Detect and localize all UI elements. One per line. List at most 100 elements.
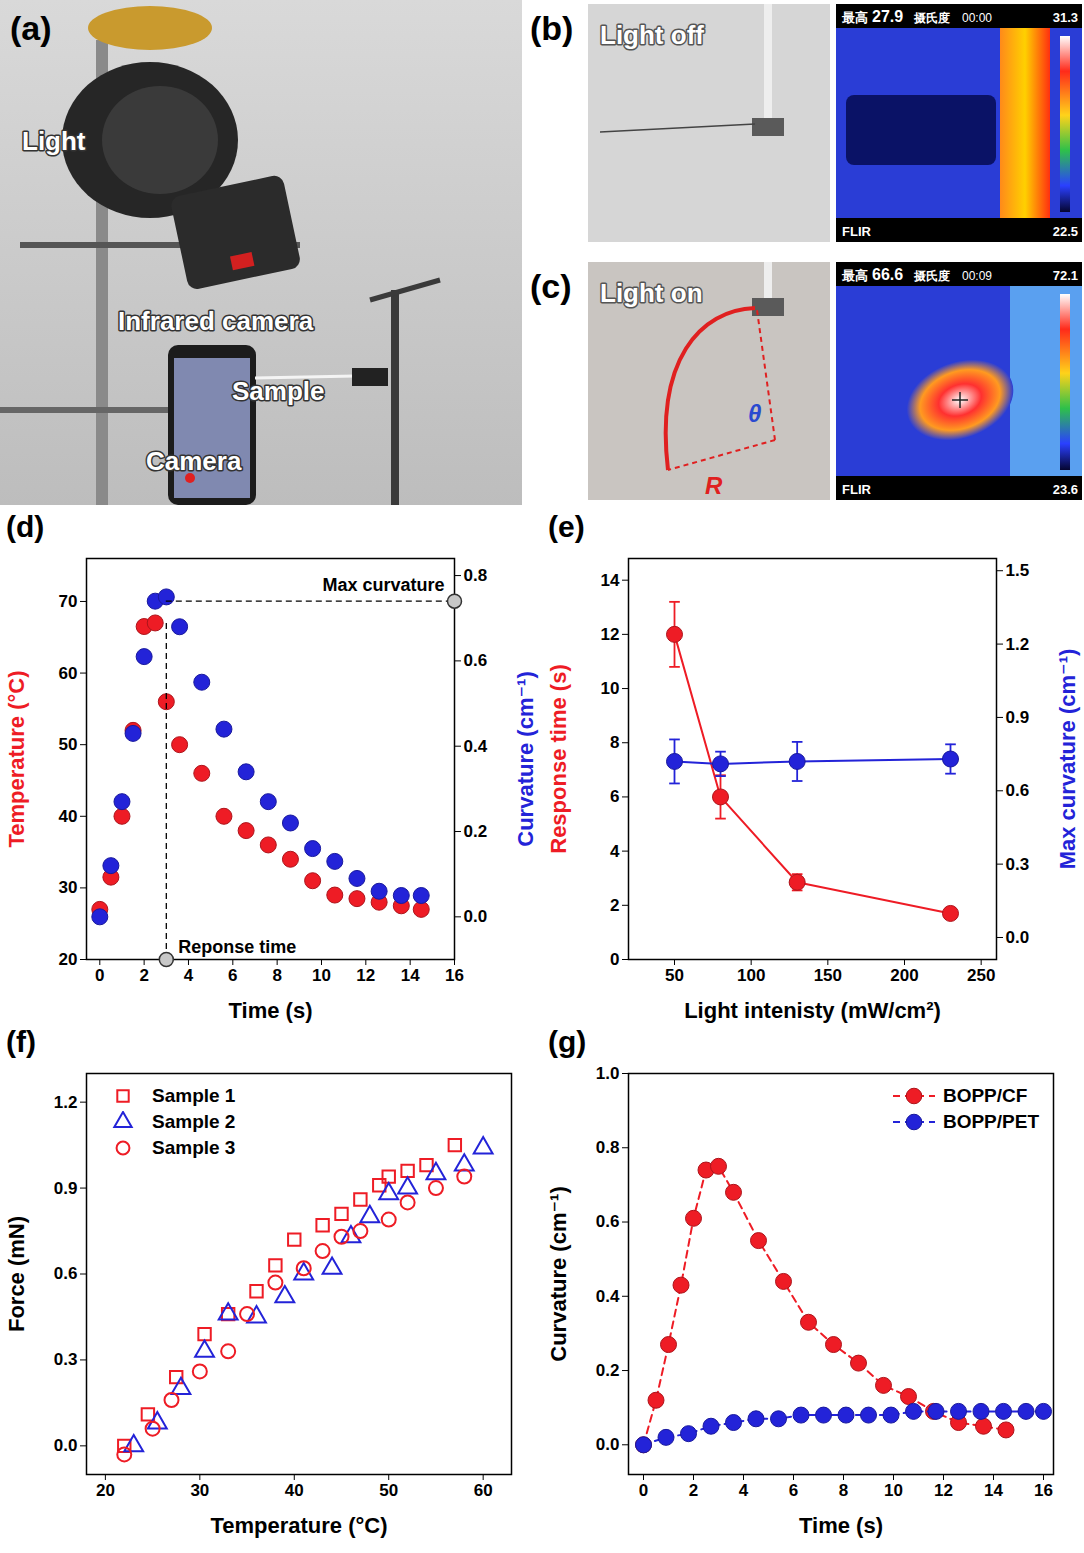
svg-text:Infrared camera: Infrared camera: [118, 306, 314, 336]
svg-text:50: 50: [665, 966, 684, 985]
svg-text:50: 50: [59, 735, 78, 754]
svg-text:0.6: 0.6: [464, 651, 488, 670]
svg-text:0.3: 0.3: [1006, 855, 1030, 874]
svg-text:6: 6: [228, 966, 237, 985]
svg-text:6: 6: [610, 787, 619, 806]
svg-text:150: 150: [814, 966, 842, 985]
svg-text:(b): (b): [530, 9, 573, 47]
svg-text:70: 70: [59, 592, 78, 611]
svg-text:(c): (c): [530, 267, 572, 305]
svg-text:Temperature (°C): Temperature (°C): [210, 1513, 387, 1538]
svg-text:Light off: Light off: [600, 20, 704, 50]
svg-text:0.3: 0.3: [54, 1350, 78, 1369]
svg-text:2: 2: [610, 896, 619, 915]
svg-text:12: 12: [601, 625, 620, 644]
svg-text:(a): (a): [10, 9, 52, 47]
svg-text:72.1: 72.1: [1053, 268, 1078, 283]
svg-text:2: 2: [689, 1481, 698, 1500]
svg-text:40: 40: [285, 1481, 304, 1500]
svg-text:23.6: 23.6: [1053, 482, 1078, 497]
svg-text:1.5: 1.5: [1006, 561, 1030, 580]
svg-text:0: 0: [610, 950, 619, 969]
svg-text:0.6: 0.6: [54, 1264, 78, 1283]
svg-text:12: 12: [356, 966, 375, 985]
svg-text:8: 8: [610, 733, 619, 752]
svg-text:Time (s): Time (s): [229, 998, 313, 1023]
svg-text:8: 8: [839, 1481, 848, 1500]
svg-text:摄氏度: 摄氏度: [913, 11, 950, 25]
svg-text:22.5: 22.5: [1053, 224, 1078, 239]
svg-text:200: 200: [890, 966, 918, 985]
svg-text:0.2: 0.2: [596, 1361, 620, 1380]
svg-text:0.9: 0.9: [54, 1179, 78, 1198]
svg-text:1.2: 1.2: [54, 1093, 78, 1112]
svg-text:Camera: Camera: [146, 446, 242, 476]
svg-text:60: 60: [59, 664, 78, 683]
svg-text:20: 20: [59, 950, 78, 969]
svg-text:摄氏度: 摄氏度: [913, 269, 950, 283]
svg-text:4: 4: [610, 842, 620, 861]
svg-text:0.2: 0.2: [464, 822, 488, 841]
svg-text:Max curvature: Max curvature: [322, 575, 444, 595]
svg-text:Time (s): Time (s): [799, 1513, 883, 1538]
svg-text:0.4: 0.4: [596, 1287, 620, 1306]
svg-text:12: 12: [934, 1481, 953, 1500]
svg-text:FLIR: FLIR: [842, 482, 871, 497]
svg-text:27.9: 27.9: [872, 8, 903, 25]
svg-text:2: 2: [139, 966, 148, 985]
svg-text:6: 6: [789, 1481, 798, 1500]
svg-text:0.0: 0.0: [596, 1435, 620, 1454]
svg-text:Sample: Sample: [232, 376, 325, 406]
svg-text:0: 0: [95, 966, 104, 985]
svg-text:40: 40: [59, 807, 78, 826]
svg-text:20: 20: [96, 1481, 115, 1500]
svg-text:00:09: 00:09: [962, 269, 992, 283]
svg-text:Reponse time: Reponse time: [178, 937, 296, 957]
svg-text:14: 14: [984, 1481, 1003, 1500]
svg-text:R: R: [705, 472, 723, 499]
svg-text:Force (mN): Force (mN): [4, 1216, 29, 1332]
svg-text:10: 10: [601, 679, 620, 698]
svg-text:250: 250: [967, 966, 995, 985]
svg-text:0.0: 0.0: [1006, 928, 1030, 947]
svg-text:16: 16: [445, 966, 464, 985]
svg-text:0.4: 0.4: [464, 737, 488, 756]
svg-text:Response time (s): Response time (s): [546, 664, 571, 854]
svg-text:Max curvature (cm⁻¹): Max curvature (cm⁻¹): [1055, 649, 1080, 870]
svg-text:0: 0: [639, 1481, 648, 1500]
svg-text:Light intenisty (mW/cm²): Light intenisty (mW/cm²): [684, 998, 941, 1023]
svg-text:Curvature (cm⁻¹): Curvature (cm⁻¹): [513, 671, 538, 846]
svg-text:最高: 最高: [841, 10, 868, 25]
svg-text:30: 30: [190, 1481, 209, 1500]
svg-text:1.2: 1.2: [1006, 635, 1030, 654]
svg-text:Curvature (cm⁻¹): Curvature (cm⁻¹): [546, 1186, 571, 1361]
svg-text:Light on: Light on: [600, 278, 703, 308]
svg-text:0.8: 0.8: [464, 566, 488, 585]
svg-text:θ: θ: [748, 400, 761, 427]
svg-text:8: 8: [272, 966, 281, 985]
svg-text:66.6: 66.6: [872, 266, 903, 283]
svg-text:1.0: 1.0: [596, 1064, 620, 1083]
svg-text:0.0: 0.0: [464, 907, 488, 926]
svg-text:30: 30: [59, 878, 78, 897]
svg-text:FLIR: FLIR: [842, 224, 871, 239]
svg-text:16: 16: [1034, 1481, 1053, 1500]
svg-text:00:00: 00:00: [962, 11, 992, 25]
svg-text:100: 100: [737, 966, 765, 985]
svg-text:4: 4: [184, 966, 194, 985]
svg-text:最高: 最高: [841, 268, 868, 283]
svg-text:10: 10: [312, 966, 331, 985]
svg-text:Light: Light: [22, 126, 86, 156]
svg-text:0.6: 0.6: [1006, 781, 1030, 800]
svg-text:10: 10: [884, 1481, 903, 1500]
svg-text:0.8: 0.8: [596, 1138, 620, 1157]
svg-text:60: 60: [474, 1481, 493, 1500]
svg-text:31.3: 31.3: [1053, 10, 1078, 25]
svg-text:0.6: 0.6: [596, 1212, 620, 1231]
svg-text:Temperature (°C): Temperature (°C): [4, 670, 29, 847]
svg-text:14: 14: [401, 966, 420, 985]
svg-text:0.9: 0.9: [1006, 708, 1030, 727]
svg-text:50: 50: [379, 1481, 398, 1500]
svg-text:14: 14: [601, 571, 620, 590]
svg-text:0.0: 0.0: [54, 1436, 78, 1455]
